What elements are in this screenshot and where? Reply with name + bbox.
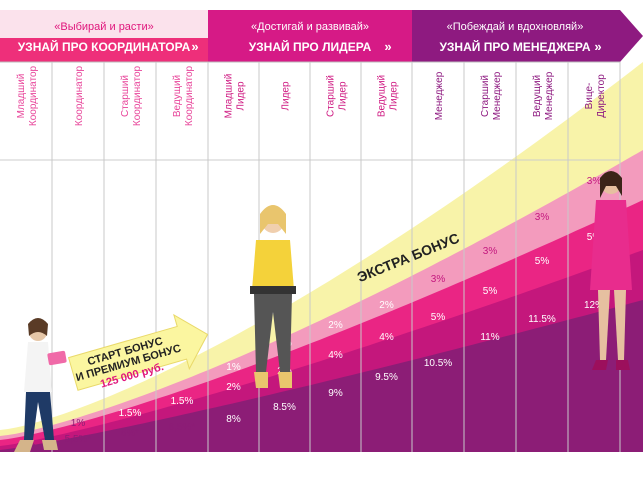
column-label-0-line-1: Координатор xyxy=(28,65,39,126)
rate-mid-9: 5% xyxy=(483,286,498,297)
column-label-4-line-1: Лидер xyxy=(236,81,247,111)
column-label-8-line-0: Менеджер xyxy=(434,71,445,120)
link-leader[interactable]: УЗНАЙ ПРО ЛИДЕРА » xyxy=(249,39,392,54)
banner-manager-bg xyxy=(412,10,643,62)
rate-base-7: 9.5% xyxy=(375,372,398,383)
column-label-5-line-0: Лидер xyxy=(281,81,292,111)
rate-top-7: 2% xyxy=(379,300,394,311)
column-label-3-line-1: Координатор xyxy=(184,65,195,126)
column-labels: Младший Координатор Координатор Старший Коор… xyxy=(16,65,607,126)
column-label-7-line-0: Ведущий xyxy=(377,75,388,117)
header: «Выбирай и расти» УЗНАЙ ПРО КООРДИНАТОРА… xyxy=(0,10,643,62)
chevron-right-icon[interactable]: » xyxy=(384,39,391,54)
rate-mid-3: 1.5% xyxy=(171,396,194,407)
column-label-11-line-0: Вице- xyxy=(584,83,595,110)
rate-mid-10: 5% xyxy=(535,256,550,267)
column-label-10-line-1: Менеджер xyxy=(544,71,555,120)
start-bonus-arrow-shape xyxy=(67,313,209,391)
link-manager[interactable]: УЗНАЙ ПРО МЕНЕДЖЕРА » xyxy=(439,39,601,54)
column-label-0-line-0: Младший xyxy=(16,74,27,119)
rate-base-9: 11% xyxy=(480,332,499,343)
rate-extra-9: 3% xyxy=(483,246,498,257)
link-coordinator[interactable]: УЗНАЙ ПРО КООРДИНАТОРА » xyxy=(18,39,199,54)
person-leader xyxy=(250,205,296,388)
column-label-9-line-1: Менеджер xyxy=(492,71,503,120)
rate-base-1: 5,5%* xyxy=(65,434,92,445)
bonus-bands xyxy=(0,62,643,475)
rate-mid-6: 4% xyxy=(328,350,343,361)
banner-coordinator-slogan: «Выбирай и расти» xyxy=(54,21,153,33)
column-label-10-line-0: Ведущий xyxy=(532,75,543,117)
rate-extra-10: 3% xyxy=(535,212,550,223)
column-label-7-line-1: Лидер xyxy=(389,81,400,111)
column-label-2-line-1: Координатор xyxy=(132,65,143,126)
rate-upper-4: 1% xyxy=(226,362,241,373)
band-base xyxy=(0,300,643,452)
rate-base-10: 11.5% xyxy=(528,314,556,325)
column-label-9-line-0: Старший xyxy=(480,75,491,117)
rate-base-2: 6%* xyxy=(121,428,139,439)
bottom-strip xyxy=(0,452,643,475)
rate-extra-11: 3% xyxy=(587,176,602,187)
banner-coordinator-top xyxy=(0,10,208,38)
rate-base-3: 6,5%* xyxy=(169,422,196,433)
rate-mid-1: 1% xyxy=(71,418,86,429)
banner-leader-bg xyxy=(208,10,412,62)
link-manager-label[interactable]: УЗНАЙ ПРО МЕНЕДЖЕРА xyxy=(439,39,590,54)
link-coordinator-label[interactable]: УЗНАЙ ПРО КООРДИНАТОРА xyxy=(18,39,191,54)
column-label-6-line-0: Старший xyxy=(326,75,337,117)
rate-top-6: 2% xyxy=(328,320,343,331)
banner-manager-slogan: «Побеждай и вдохновляй» xyxy=(447,21,584,33)
column-label-3-line-0: Ведущий xyxy=(172,75,183,117)
rate-extra-8: 3% xyxy=(431,274,446,285)
link-leader-label[interactable]: УЗНАЙ ПРО ЛИДЕРА xyxy=(249,39,372,54)
chevron-right-icon[interactable]: » xyxy=(594,39,601,54)
rate-base-4: 8% xyxy=(226,414,241,425)
rate-mid-8: 5% xyxy=(431,312,446,323)
column-label-4-line-0: Младший xyxy=(224,74,235,119)
rate-base-8: 10.5% xyxy=(424,358,452,369)
person-director xyxy=(590,171,632,370)
rate-mid-4: 2% xyxy=(226,382,241,393)
column-label-11-line-1: Директор xyxy=(596,74,607,118)
chevron-right-icon[interactable]: » xyxy=(191,39,198,54)
person-coordinator xyxy=(14,318,67,452)
rate-base-6: 9% xyxy=(328,388,343,399)
column-label-6-line-1: Лидер xyxy=(338,81,349,111)
column-label-2-line-0: Старший xyxy=(120,75,131,117)
column-label-1-line-0: Координатор xyxy=(74,65,85,126)
banner-leader-slogan: «Достигай и развивай» xyxy=(251,21,369,33)
rate-base-11: 12% xyxy=(584,300,604,311)
rate-base-5: 8.5% xyxy=(273,402,296,413)
rate-mid-7: 4% xyxy=(379,332,394,343)
rate-mid-2: 1.5% xyxy=(119,408,142,419)
